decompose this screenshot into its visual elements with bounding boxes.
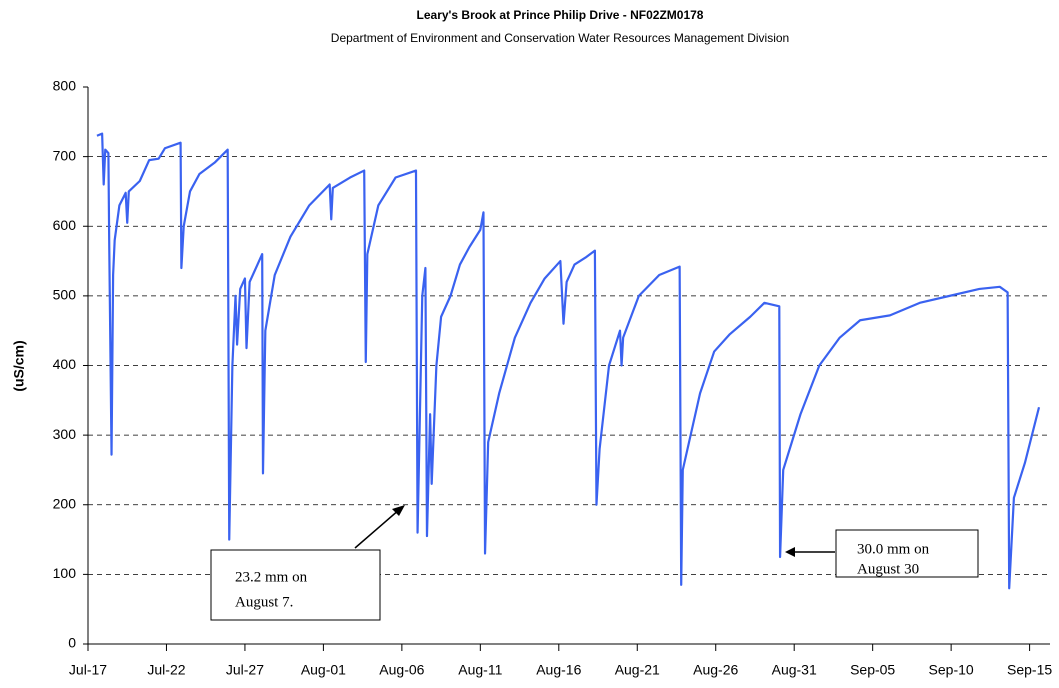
x-tick-label: Aug-01 xyxy=(301,662,346,678)
y-tick-label: 0 xyxy=(68,635,76,651)
y-tick-label: 400 xyxy=(53,356,77,372)
y-tick-label: 700 xyxy=(53,147,77,163)
y-tick-label: 600 xyxy=(53,217,77,233)
annotation-text: August 30 xyxy=(857,561,919,577)
x-tick-label: Aug-21 xyxy=(615,662,660,678)
x-tick-label: Jul-17 xyxy=(69,662,107,678)
annotation-box xyxy=(210,549,381,621)
x-tick-label: Aug-11 xyxy=(458,662,502,678)
y-tick-label: 500 xyxy=(53,287,77,303)
x-tick-label: Aug-26 xyxy=(693,662,738,678)
annotation-arrowhead xyxy=(392,505,405,516)
x-tick-label: Aug-16 xyxy=(536,662,581,678)
x-tick-label: Jul-27 xyxy=(226,662,264,678)
annotation-text: 30.0 mm on xyxy=(857,541,930,557)
x-tick-label: Aug-06 xyxy=(379,662,424,678)
y-tick-label: 800 xyxy=(53,78,77,94)
data-line xyxy=(96,132,1041,590)
x-tick-label: Sep-10 xyxy=(929,662,974,678)
x-tick-label: Sep-05 xyxy=(850,662,895,678)
chart-title: Leary's Brook at Prince Philip Drive - N… xyxy=(417,8,704,22)
y-tick-label: 300 xyxy=(53,426,77,442)
annotation-box xyxy=(835,529,979,578)
chart-subtitle: Department of Environment and Conservati… xyxy=(331,31,789,45)
x-tick-label: Sep-15 xyxy=(1007,662,1052,678)
x-tick-label: Jul-22 xyxy=(147,662,185,678)
y-tick-label: 200 xyxy=(53,495,77,511)
y-tick-label: 100 xyxy=(53,565,77,581)
annotation-text: 23.2 mm on xyxy=(235,569,308,585)
x-tick-label: Aug-31 xyxy=(772,662,817,678)
annotation-text: August 7. xyxy=(235,594,293,610)
y-axis-label: (uS/cm) xyxy=(11,340,27,391)
annotation-arrowhead xyxy=(785,547,795,557)
annotation-arrow xyxy=(354,508,401,549)
